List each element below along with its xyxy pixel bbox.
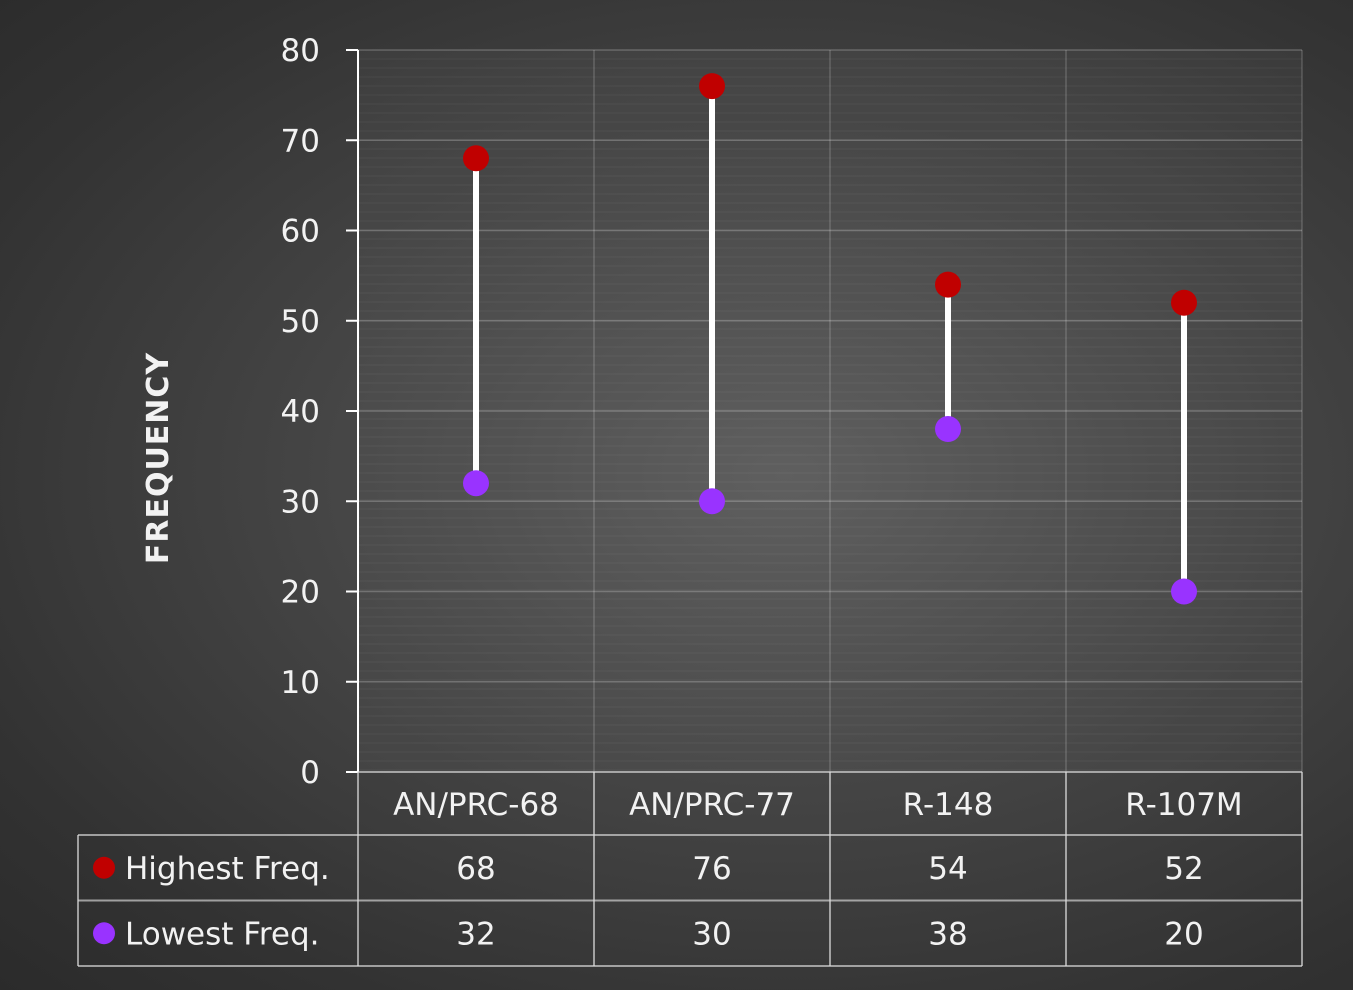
highest-freq-point (1171, 289, 1197, 316)
connectors (473, 86, 1187, 592)
y-tick-label: 50 (281, 304, 320, 340)
legend-label-lowest: Lowest Freq. (125, 916, 320, 952)
table-value-cell: 32 (456, 916, 495, 952)
lowest-freq-point (935, 416, 961, 443)
lowest-freq-point (699, 488, 725, 515)
table-value-cell: 20 (1164, 916, 1203, 952)
y-tick-label: 30 (281, 484, 320, 520)
y-tick-label: 80 (281, 33, 320, 69)
x-category-label: AN/PRC-68 (393, 787, 559, 823)
table-value-cell: 54 (928, 851, 967, 887)
data-table: AN/PRC-68 AN/PRC-77 R-148 R-107M Highest Fre… (77, 771, 1303, 967)
x-category-label: AN/PRC-77 (629, 787, 795, 823)
table-value-cell: 68 (456, 851, 495, 887)
x-category-label: R-148 (903, 787, 994, 823)
legend-label-highest: Highest Freq. (125, 851, 330, 887)
highest-freq-point (463, 145, 489, 172)
y-tick-label: 40 (281, 394, 320, 430)
table-value-cell: 76 (692, 851, 731, 887)
table-value-cell: 30 (692, 916, 731, 952)
axes: 0 10 20 30 40 50 60 70 80 (281, 33, 359, 791)
gridlines (358, 49, 1303, 772)
lowest-freq-point (1171, 578, 1197, 605)
y-axis-label: FREQUENCY (141, 352, 176, 565)
highest-freq-point (699, 73, 725, 100)
y-tick-label: 20 (281, 575, 320, 611)
x-category-label: R-107M (1125, 787, 1242, 823)
y-tick-label: 0 (300, 755, 320, 791)
y-tick-label: 10 (281, 665, 320, 701)
y-tick-label: 70 (281, 123, 320, 159)
legend-marker (93, 856, 115, 879)
lowest-freq-point (463, 470, 489, 497)
markers (463, 73, 1197, 605)
y-tick-label: 60 (281, 214, 320, 250)
highest-freq-point (935, 271, 961, 298)
table-value-cell: 52 (1164, 851, 1203, 887)
legend-marker (93, 922, 115, 945)
table-value-cell: 38 (928, 916, 967, 952)
